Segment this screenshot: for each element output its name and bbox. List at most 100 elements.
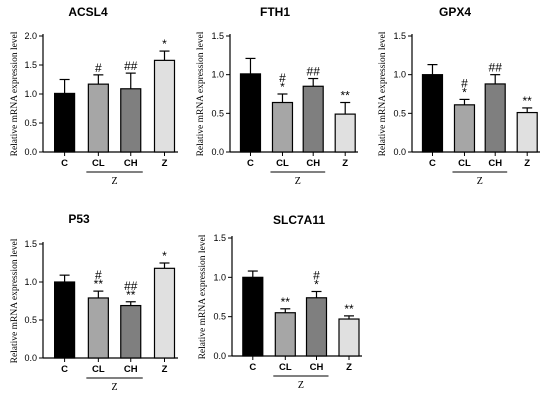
x-tick-label: Z bbox=[524, 158, 530, 169]
y-tick-label: 1.5 bbox=[393, 31, 406, 41]
y-tick-label: 0.5 bbox=[24, 118, 37, 128]
y-tick-label: 0.0 bbox=[24, 147, 37, 157]
significance-mark: ** bbox=[281, 295, 291, 309]
bar-c bbox=[53, 281, 76, 359]
bar-cl bbox=[453, 104, 476, 153]
bar-cl bbox=[87, 297, 109, 359]
y-axis-label: Relative mRNA expression level bbox=[378, 31, 388, 156]
chart-title: P53 bbox=[68, 212, 90, 226]
group-label: Z bbox=[477, 176, 483, 187]
group-label: Z bbox=[295, 176, 301, 187]
x-tick-label: C bbox=[429, 158, 436, 169]
bar-cl bbox=[87, 83, 109, 153]
chart-title: SLC7A11 bbox=[273, 213, 325, 227]
x-tick-label: Z bbox=[162, 364, 168, 375]
y-tick-label: 1.5 bbox=[213, 233, 226, 243]
significance-mark: * bbox=[462, 85, 467, 99]
x-tick-label: Z bbox=[162, 158, 168, 169]
y-tick-label: 1.5 bbox=[24, 60, 37, 70]
x-tick-label: CL bbox=[276, 158, 289, 169]
x-tick-label: C bbox=[61, 364, 68, 375]
chart-acsl4: ACSL4 Relative mRNA expression level 0.0 0.… bbox=[10, 5, 178, 187]
bar-c bbox=[421, 74, 444, 153]
y-tick-label: 0.0 bbox=[211, 147, 224, 157]
group-label: Z bbox=[111, 382, 117, 393]
y-tick-label: 0.5 bbox=[24, 315, 37, 325]
y-tick-label: 0.5 bbox=[393, 108, 406, 118]
x-tick-label: CH bbox=[306, 158, 320, 169]
x-tick-label: Z bbox=[346, 362, 352, 373]
bar-z bbox=[338, 318, 360, 357]
x-tick-label: C bbox=[249, 362, 256, 373]
x-tick-label: CL bbox=[458, 158, 471, 169]
x-tick-label: CH bbox=[488, 158, 502, 169]
y-tick-label: 1.0 bbox=[213, 272, 226, 282]
y-tick-label: 1.5 bbox=[211, 31, 224, 41]
significance-mark: ** bbox=[126, 288, 136, 302]
group-label: Z bbox=[298, 380, 304, 391]
significance-mark: # bbox=[279, 71, 286, 85]
bar-z bbox=[153, 267, 176, 359]
significance-mark: # bbox=[95, 61, 102, 75]
significance-mark: # bbox=[313, 268, 320, 282]
y-axis-label: Relative mRNA expression level bbox=[196, 31, 206, 156]
bar-cl bbox=[274, 312, 296, 357]
significance-mark: ** bbox=[523, 94, 533, 108]
y-tick-label: 0.0 bbox=[213, 351, 226, 361]
y-tick-label: 0.5 bbox=[211, 108, 224, 118]
y-tick-label: 1.0 bbox=[393, 70, 406, 80]
bar-cl bbox=[271, 101, 294, 153]
bar-z bbox=[516, 111, 538, 153]
y-tick-label: 1.0 bbox=[24, 89, 37, 99]
bar-ch bbox=[120, 88, 142, 153]
x-tick-label: CL bbox=[92, 158, 105, 169]
bar-ch bbox=[302, 85, 324, 153]
significance-mark: ## bbox=[124, 59, 138, 73]
x-tick-label: CL bbox=[279, 362, 292, 373]
bar-c bbox=[53, 92, 76, 153]
bar-ch bbox=[120, 304, 142, 359]
y-tick-label: 0.5 bbox=[213, 312, 226, 322]
y-tick-label: 0.0 bbox=[393, 147, 406, 157]
significance-mark: * bbox=[162, 37, 167, 51]
significance-mark: # bbox=[461, 76, 468, 90]
significance-mark: ## bbox=[489, 61, 503, 75]
y-axis-label: Relative mRNA expression level bbox=[10, 238, 20, 363]
y-tick-label: 1.0 bbox=[211, 70, 224, 80]
chart-slc7a11: SLC7A11 Relative mRNA expression level 0.0… bbox=[198, 213, 362, 391]
chart-title: ACSL4 bbox=[68, 5, 108, 19]
significance-mark: ** bbox=[94, 277, 104, 291]
significance-mark: * bbox=[162, 249, 167, 263]
bar-z bbox=[334, 113, 356, 153]
chart-title: FTH1 bbox=[260, 5, 290, 19]
bar-z bbox=[153, 59, 176, 153]
significance-mark: * bbox=[314, 277, 319, 291]
x-tick-label: Z bbox=[342, 158, 348, 169]
y-tick-label: 1.5 bbox=[24, 239, 37, 249]
chart-fth1: FTH1 Relative mRNA expression level 0.0 0.5… bbox=[196, 5, 358, 187]
significance-mark: ** bbox=[341, 89, 351, 103]
y-tick-label: 0.0 bbox=[24, 353, 37, 363]
x-tick-label: CH bbox=[310, 362, 324, 373]
significance-mark: * bbox=[280, 80, 285, 94]
significance-mark: ## bbox=[124, 279, 138, 293]
y-tick-label: 2.0 bbox=[24, 31, 37, 41]
x-tick-label: CH bbox=[124, 158, 138, 169]
chart-p53: P53 Relative mRNA expression level 0.0 0.5 1… bbox=[10, 212, 178, 393]
significance-mark: # bbox=[95, 268, 102, 282]
y-axis-label: Relative mRNA expression level bbox=[198, 234, 208, 359]
y-axis-label: Relative mRNA expression level bbox=[10, 31, 20, 156]
group-label: Z bbox=[111, 176, 117, 187]
x-tick-label: C bbox=[61, 158, 68, 169]
chart-title: GPX4 bbox=[439, 5, 471, 19]
x-tick-label: CL bbox=[92, 364, 105, 375]
chart-gpx4: GPX4 Relative mRNA expression level 0.0 0.5… bbox=[378, 5, 540, 187]
bar-ch bbox=[484, 83, 506, 153]
bar-ch bbox=[305, 297, 328, 357]
x-tick-label: C bbox=[247, 158, 254, 169]
significance-mark: ## bbox=[307, 65, 321, 79]
bar-c bbox=[239, 73, 262, 153]
y-tick-label: 1.0 bbox=[24, 277, 37, 287]
x-tick-label: CH bbox=[124, 364, 138, 375]
